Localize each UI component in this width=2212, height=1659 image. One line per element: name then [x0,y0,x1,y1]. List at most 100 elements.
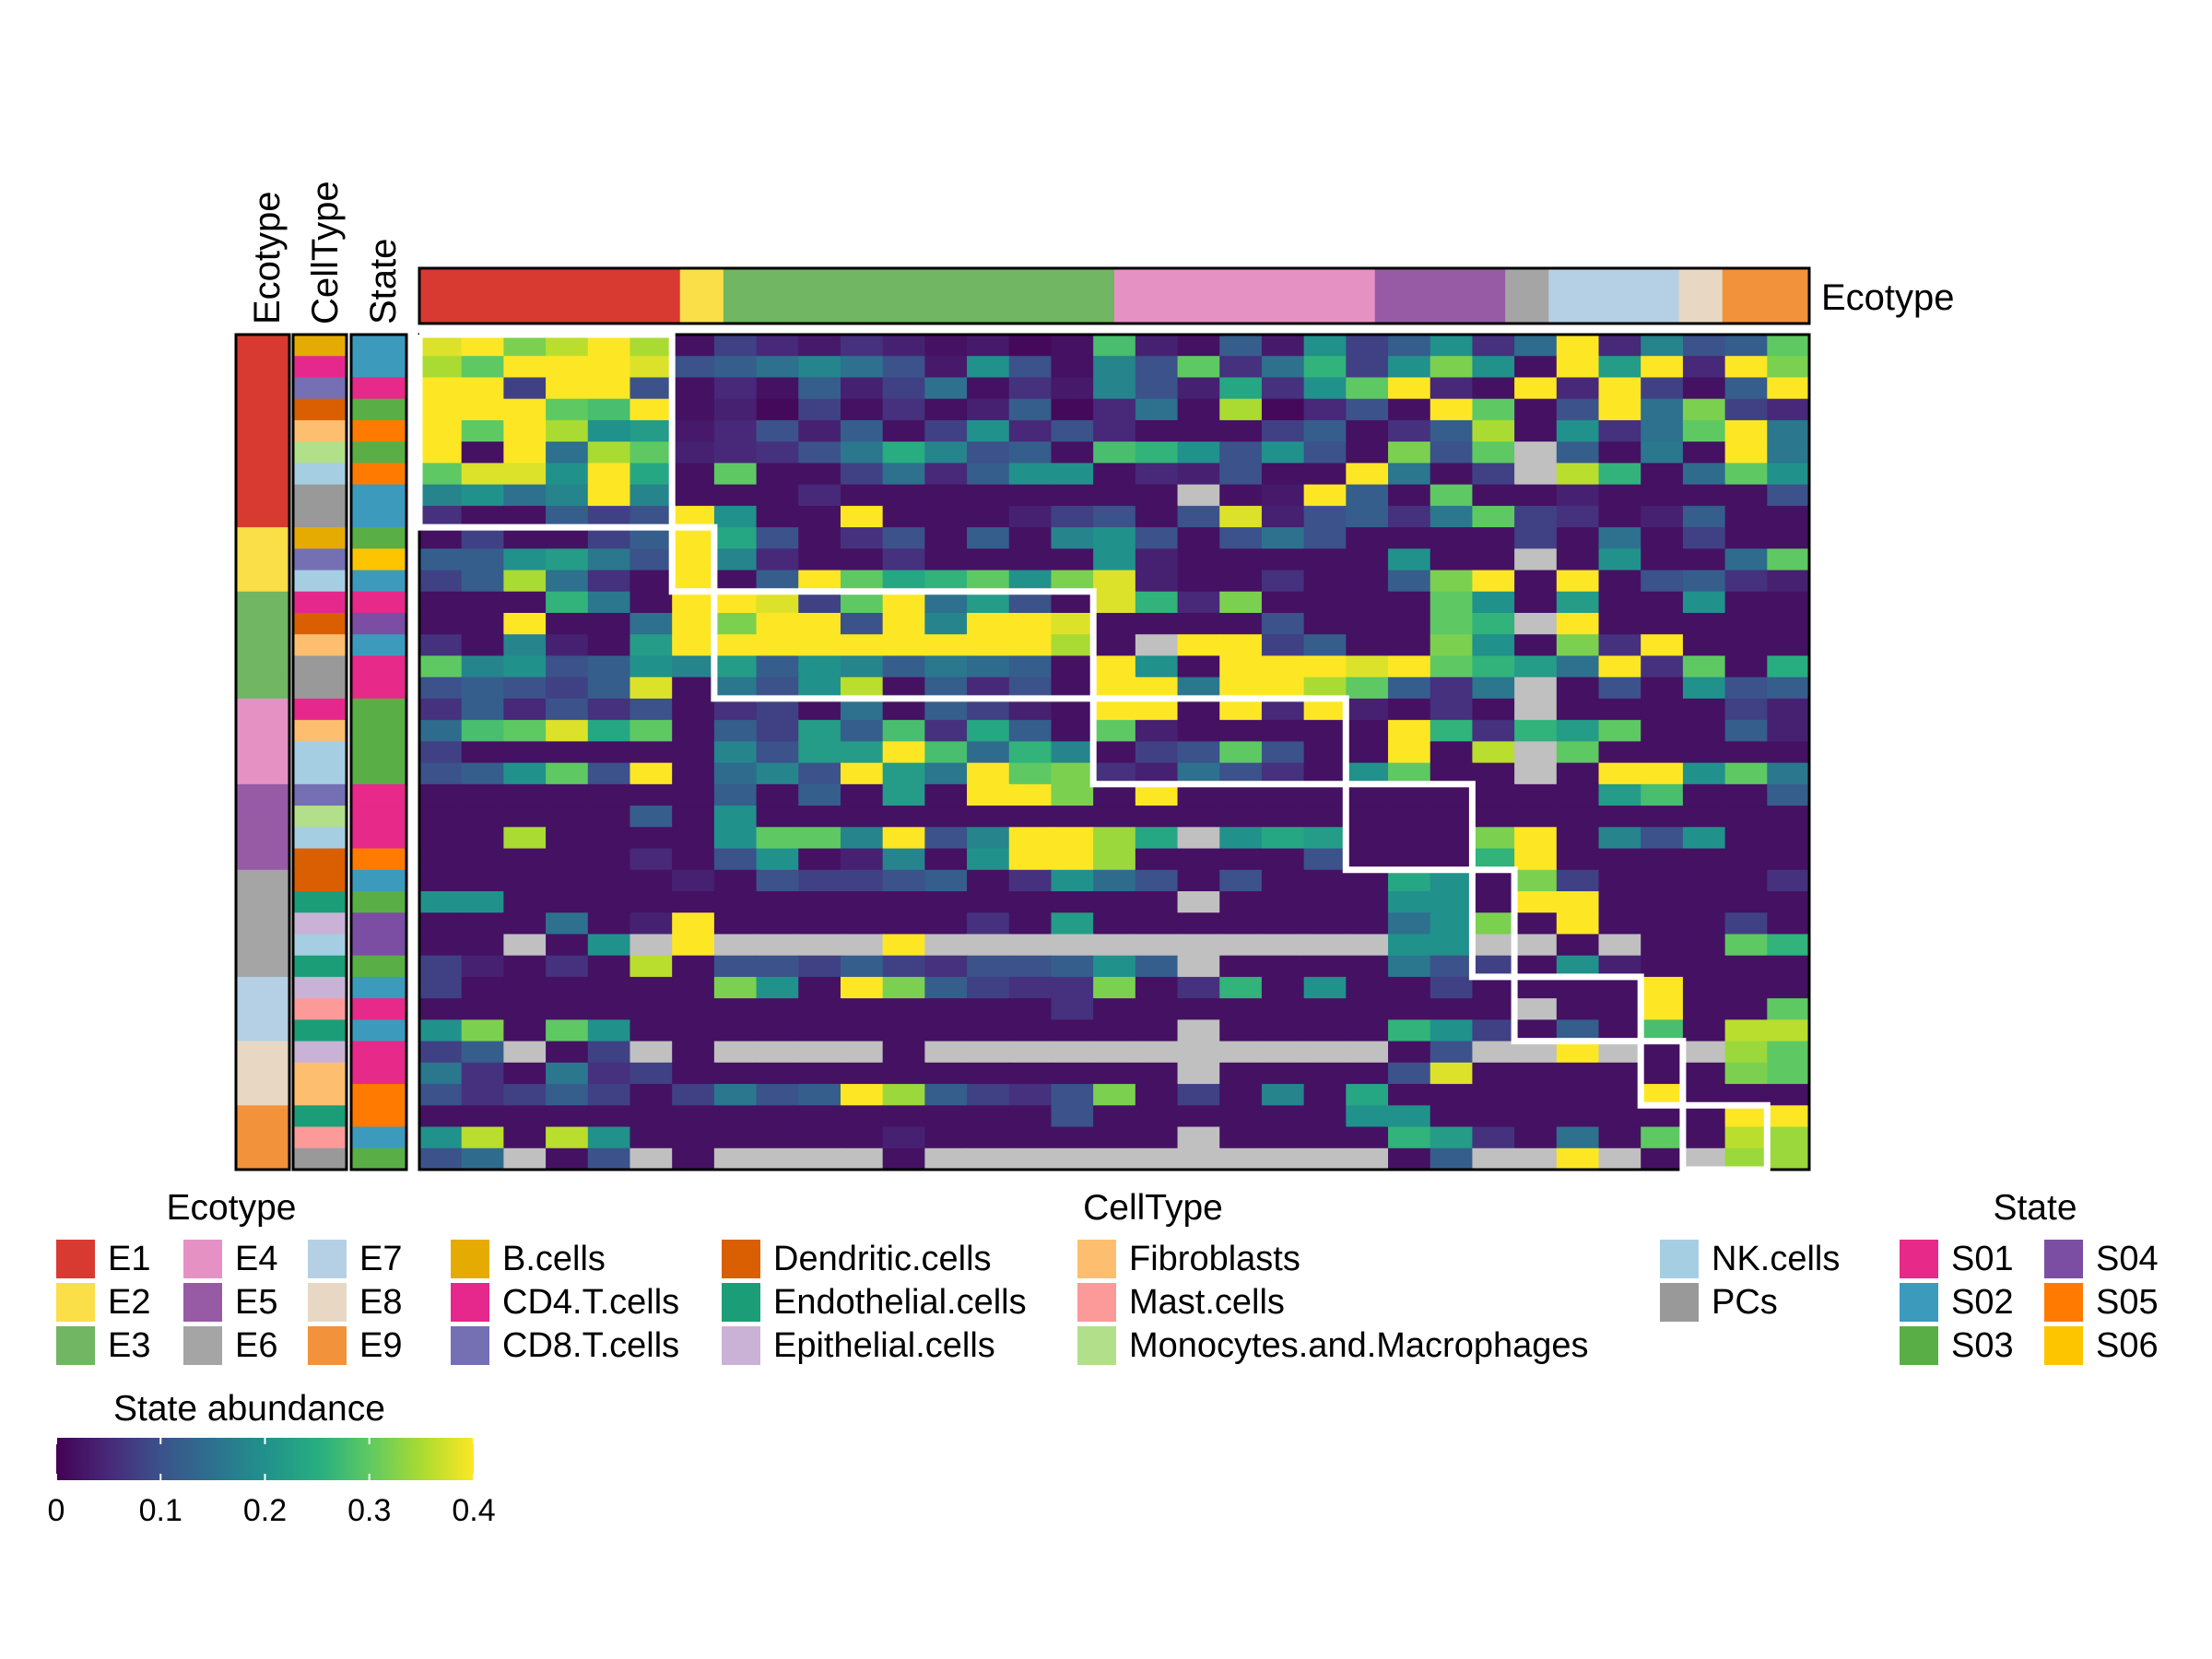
left-state-cell [351,1126,406,1149]
heatmap-cell [1261,613,1305,635]
heatmap-border [418,333,1811,1171]
top-ecotype-segment-e5 [1374,268,1506,324]
heatmap-cell [587,356,631,379]
heatmap-cell [1219,955,1263,978]
heatmap-cell [1472,419,1515,442]
heatmap-cell [629,505,673,528]
heatmap-cell [798,441,841,464]
heatmap-cell [1514,955,1558,978]
heatmap-cell [1641,1126,1684,1149]
heatmap-cell [1430,912,1474,935]
heatmap-cell [1682,655,1726,678]
heatmap-cell [1514,806,1558,828]
heatmap-cell [882,1041,925,1064]
heatmap-cell [1472,741,1515,764]
heatmap-cell [840,827,884,850]
heatmap-cell [1514,848,1558,871]
heatmap-cell [798,1019,841,1042]
heatmap-cell [1135,934,1179,957]
heatmap-cell [798,548,841,571]
heatmap-cell [1008,377,1053,400]
heatmap-cell [924,848,968,871]
heatmap-cell [503,720,547,742]
heatmap-cell [1767,698,1810,721]
heatmap-cell [713,720,758,742]
heatmap-cell [1682,463,1726,486]
heatmap-cell [1051,655,1094,678]
heatmap-cell [461,912,504,935]
heatmap-cell [587,998,631,1020]
left-annotation-columns [236,335,406,1171]
heatmap-cell [1135,720,1179,742]
heatmap-cell [503,1084,547,1106]
heatmap-cell [882,869,925,892]
legend-celltype-item-swatch [722,1326,760,1365]
heatmap-cell [1008,1126,1053,1149]
heatmap-cell [1641,484,1684,507]
heatmap-cell [1219,377,1263,400]
left-ecotype-cell [236,441,289,464]
heatmap-cell [1514,377,1558,400]
heatmap-cell [924,741,968,764]
heatmap-cell [1177,998,1220,1020]
heatmap-cell [1598,762,1641,785]
heatmap-cell [1177,698,1220,721]
heatmap-cell [1177,356,1220,379]
heatmap-cell [1261,484,1305,507]
heatmap-cell [840,398,884,421]
heatmap-cell [967,955,1010,978]
heatmap-cell [756,570,799,593]
heatmap-cell [1135,848,1179,871]
heatmap-cell [419,548,463,571]
heatmap-cell [1598,591,1641,614]
heatmap-cell [1682,591,1726,614]
heatmap-cell [1472,505,1515,528]
colorbar-tick-label: 0.4 [452,1493,495,1528]
heatmap-cell [1767,891,1810,913]
heatmap-cell [629,827,673,850]
heatmap-cell [1346,912,1389,935]
heatmap-cell [1556,398,1600,421]
heatmap-cell [419,398,463,421]
heatmap-cell [1093,912,1136,935]
heatmap-cell [1472,398,1515,421]
left-annotation-title-celltype: CellType [305,181,346,324]
heatmap-cell [546,335,589,357]
heatmap-cell [756,1126,799,1149]
heatmap-cell [419,356,463,379]
left-state-cell [351,677,406,700]
heatmap-cell [840,934,884,957]
heatmap-cell [1472,591,1515,614]
heatmap-cell [1767,527,1810,549]
left-celltype-cell [293,998,347,1020]
heatmap-cell [1430,720,1474,742]
heatmap-cell [798,613,841,635]
heatmap-cell [1556,1019,1600,1042]
heatmap-cell [924,806,968,828]
heatmap-cell [1346,783,1389,806]
heatmap-cell [924,634,968,657]
heatmap-cell [461,955,504,978]
heatmap-cell [1641,570,1684,593]
heatmap-cell [1346,1041,1389,1064]
heatmap-cell [1388,698,1431,721]
heatmap-cell [967,934,1010,957]
heatmap-cell [1598,484,1641,507]
heatmap-cell [1682,741,1726,764]
heatmap-cell [1177,891,1220,913]
heatmap-cell [629,484,673,507]
heatmap-cell [1641,806,1684,828]
heatmap-cell [1598,548,1641,571]
heatmap-cell [1682,806,1726,828]
heatmap-cell [924,484,968,507]
heatmap-cell [756,613,799,635]
heatmap-cell [1514,398,1558,421]
heatmap-cell [798,463,841,486]
heatmap-cell [1472,655,1515,678]
heatmap-cell [1093,505,1136,528]
legend-state-item-label: S04 [2096,1240,2159,1278]
heatmap-cell [1261,806,1305,828]
heatmap-cell [1767,955,1810,978]
heatmap-cell [461,505,504,528]
heatmap-cell [1724,655,1768,678]
